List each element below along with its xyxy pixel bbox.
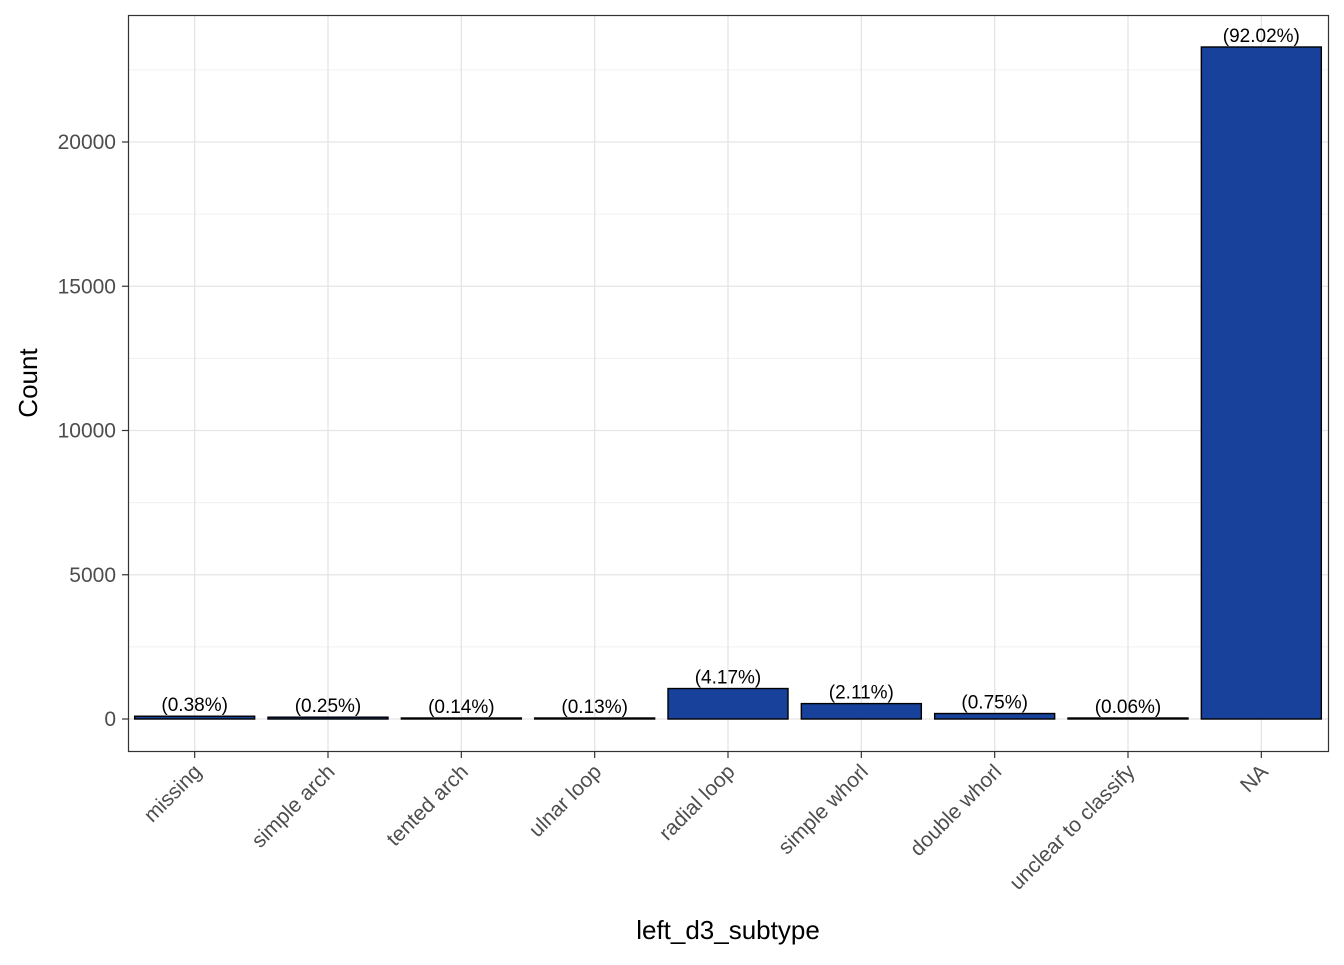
data-label: (0.75%) — [961, 693, 1028, 714]
grid-lines — [128, 15, 1328, 751]
data-label: (4.17%) — [695, 668, 762, 689]
data-label: (0.13%) — [561, 697, 628, 718]
y-tick-label: 15000 — [58, 275, 116, 298]
x-tick-label: simple whorl — [774, 760, 873, 859]
data-label: (0.38%) — [161, 695, 228, 716]
bar — [667, 687, 789, 720]
y-tick-label: 0 — [104, 708, 116, 731]
x-tick-label: NA — [1236, 760, 1273, 797]
bar — [1067, 717, 1189, 720]
data-label: (0.25%) — [295, 696, 362, 717]
y-axis: 0 5000 10000 15000 20000 — [58, 131, 128, 731]
y-tick-label: 20000 — [58, 131, 116, 154]
data-label: (2.11%) — [829, 683, 894, 704]
y-axis-title: Count — [13, 348, 43, 418]
x-tick-label: ulnar loop — [525, 760, 606, 841]
y-tick-label: 10000 — [58, 420, 116, 443]
bar — [800, 702, 923, 720]
x-axis-title: left_d3_subtype — [636, 915, 820, 945]
data-label: (0.14%) — [428, 697, 495, 718]
x-tick-label: double whorl — [906, 760, 1006, 860]
bar — [133, 715, 256, 720]
x-tick-label: radial loop — [655, 760, 740, 845]
bars — [133, 46, 1323, 720]
x-tick-label: tented arch — [382, 760, 473, 851]
x-axis: missing simple arch tented arch ulnar loop r… — [140, 751, 1273, 895]
data-label: (0.06%) — [1095, 697, 1162, 718]
x-tick-label: simple arch — [247, 760, 339, 852]
bar — [533, 717, 656, 720]
x-tick-label: missing — [140, 760, 207, 827]
bar — [933, 712, 1056, 720]
bar — [1200, 46, 1323, 720]
bar — [267, 716, 389, 720]
x-tick-label: unclear to classify — [1005, 760, 1140, 895]
bar — [400, 717, 523, 720]
data-labels: (0.38%) (0.25%) (0.14%) (0.13%) (4.17%) (2.11… — [161, 26, 1299, 718]
y-tick-label: 5000 — [69, 564, 116, 587]
data-label: (92.02%) — [1223, 26, 1300, 47]
